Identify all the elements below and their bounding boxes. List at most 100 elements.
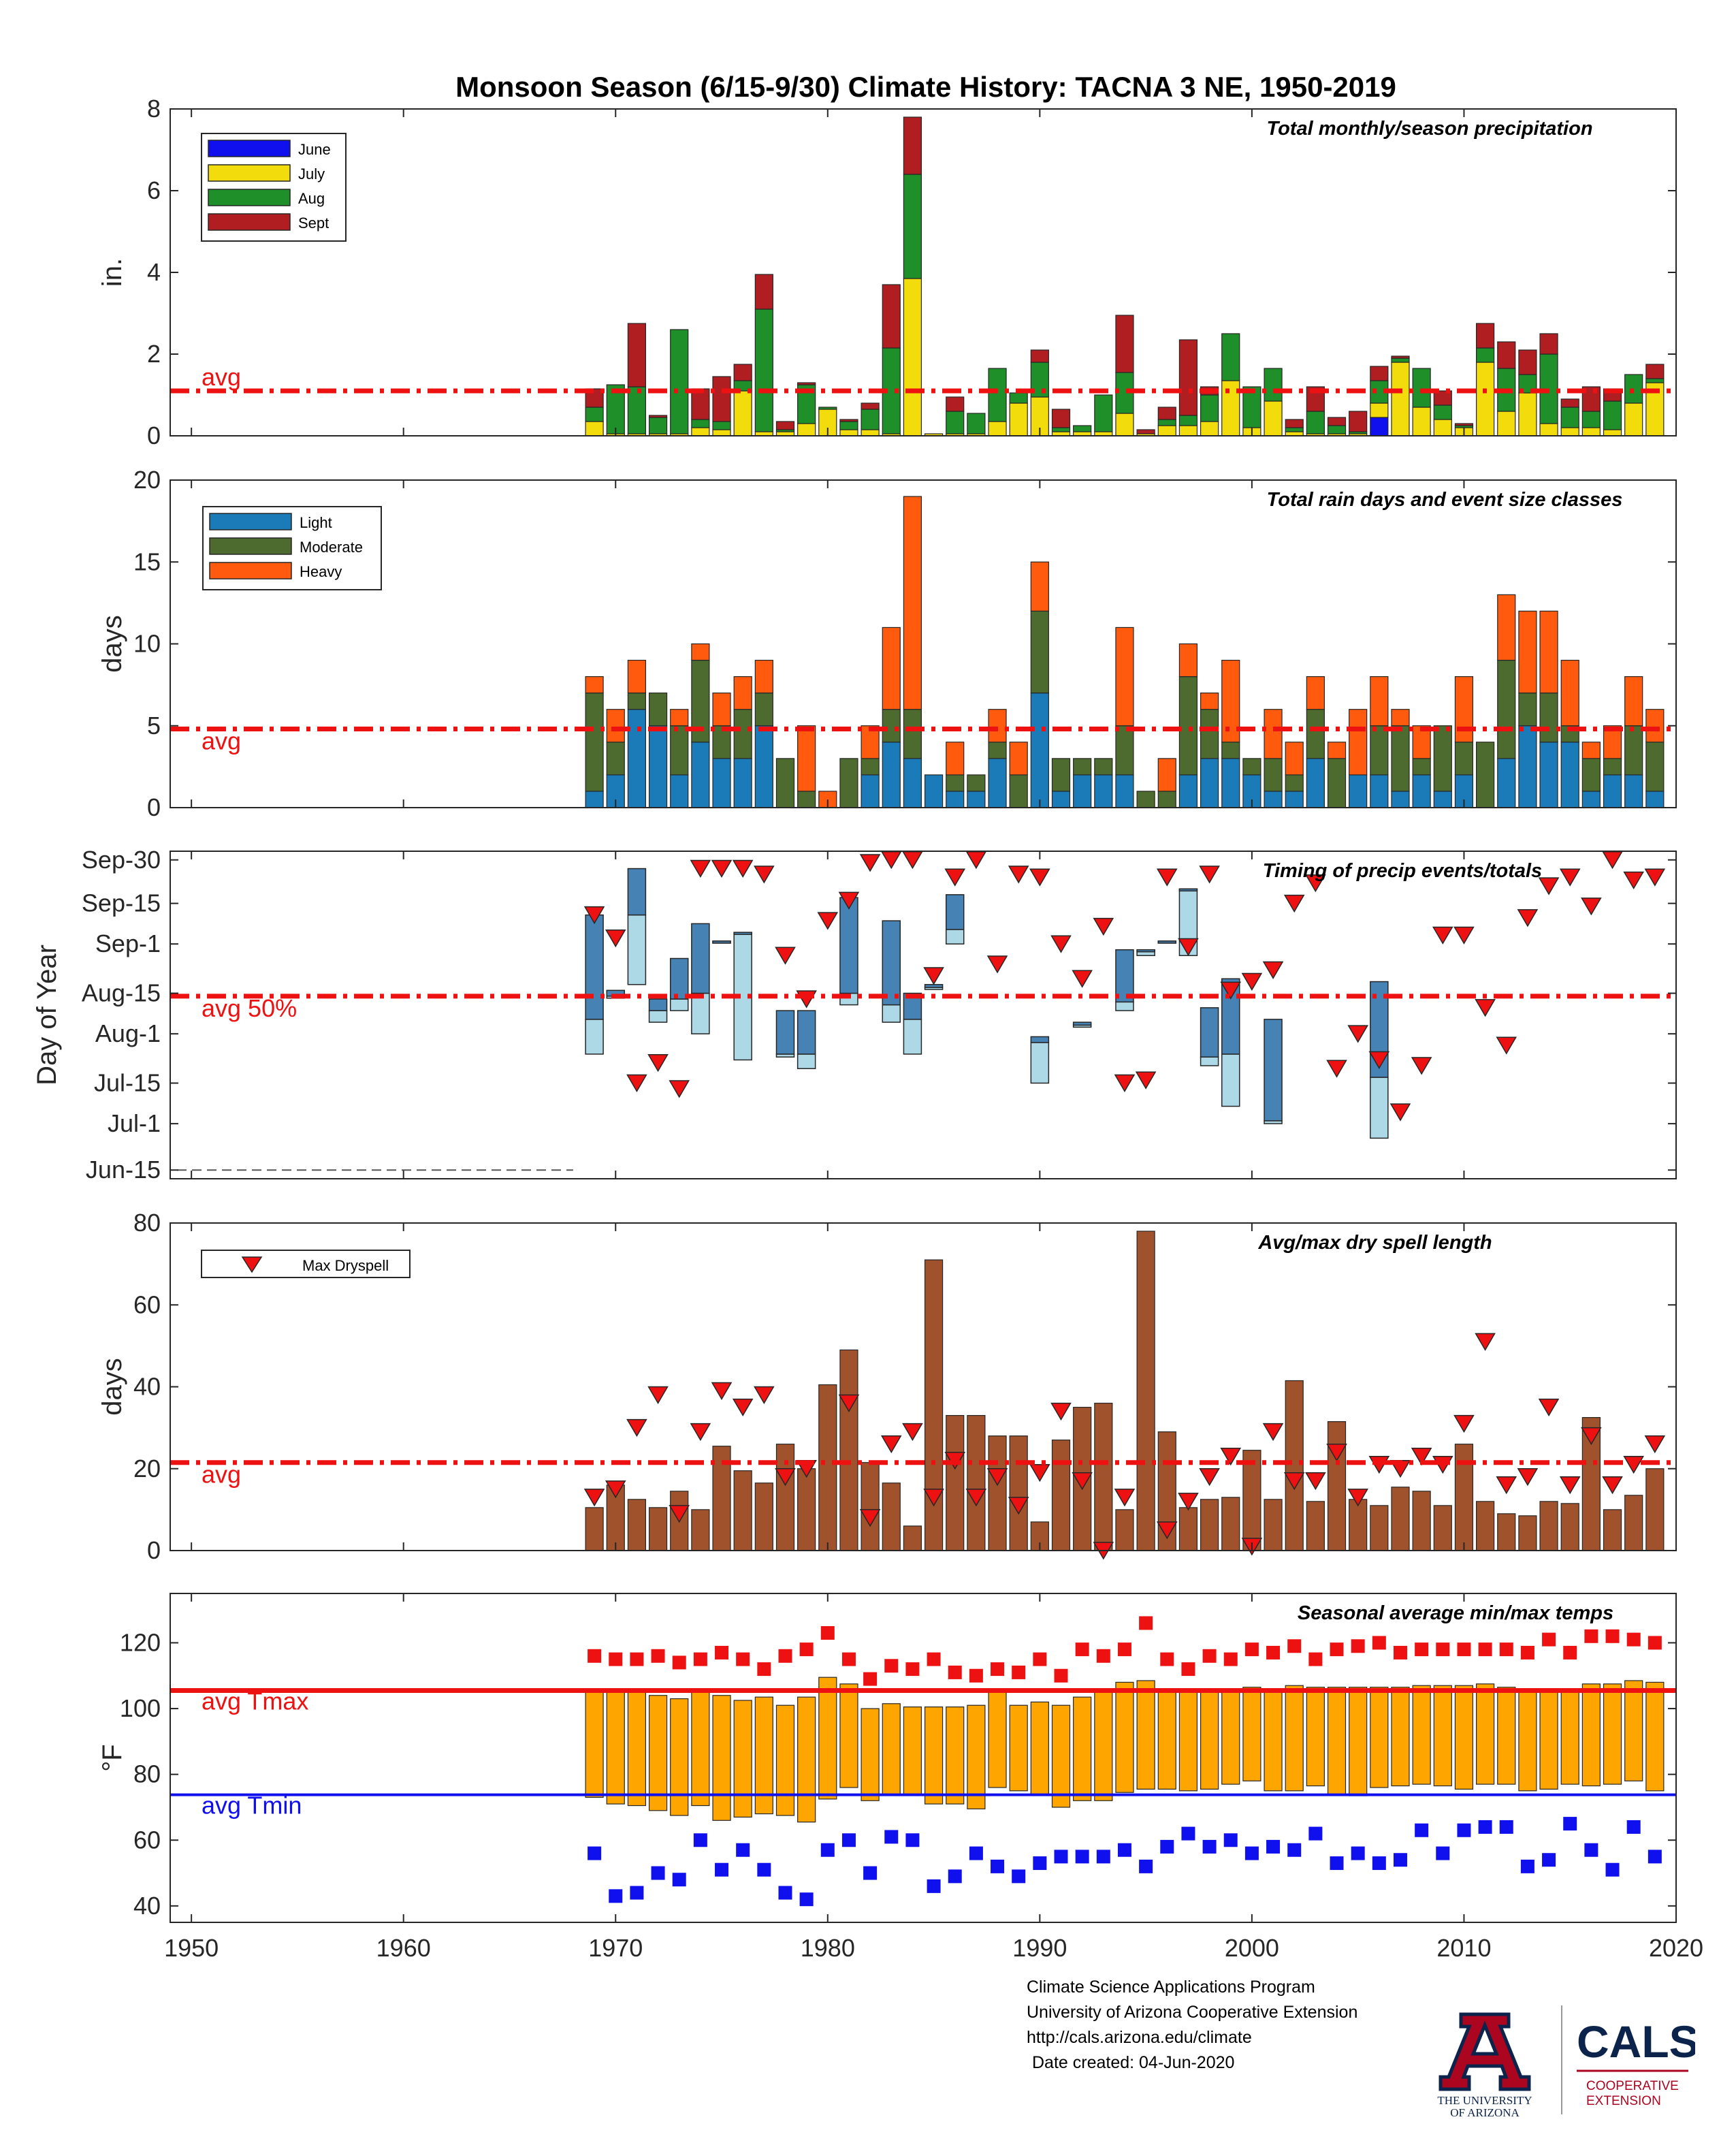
precip-bar-july (1391, 362, 1410, 436)
tmin-extreme-marker (651, 1866, 665, 1880)
raindays-bar-light (861, 774, 880, 808)
precip-bar-sept (648, 415, 668, 418)
temp-range-bar (1454, 1685, 1474, 1790)
y-axis-label: days (97, 615, 127, 673)
dryspell-bar (1454, 1444, 1474, 1551)
raindays-bar-moderate (1476, 742, 1495, 808)
legend-label: July (298, 165, 325, 182)
timing-marker (1326, 1060, 1347, 1078)
temp-range-bar (1624, 1680, 1643, 1781)
max-dryspell-marker (965, 1489, 987, 1507)
tmax-extreme-marker (609, 1652, 623, 1666)
timing-marker (1432, 926, 1453, 944)
max-dryspell-marker (1283, 1472, 1305, 1491)
precip-bar-aug (648, 417, 668, 434)
raindays-bar-heavy (585, 676, 604, 694)
raindays-bar-light (1645, 791, 1665, 808)
raindays-bar-heavy (946, 742, 965, 776)
temp-range-bar (691, 1692, 710, 1807)
raindays-bar-heavy (754, 659, 773, 694)
raindays-bar-moderate (1327, 758, 1347, 808)
raindays-bar-light (585, 791, 604, 808)
y-tick-label: 80 (133, 1209, 161, 1237)
precip-bar-sept (1178, 339, 1198, 416)
tmax-extreme-marker (693, 1652, 707, 1666)
dryspell-bar (1285, 1380, 1304, 1551)
max-dryspell-marker (1029, 1464, 1050, 1482)
tmin-extreme-marker (1647, 1850, 1662, 1864)
tmin-extreme-marker (1075, 1850, 1089, 1864)
tmax-extreme-marker (736, 1652, 750, 1666)
timing-marker (732, 859, 754, 878)
temp-range-bar (1221, 1692, 1240, 1785)
dryspell-bar (1264, 1499, 1283, 1551)
raindays-bar-heavy (1581, 742, 1601, 759)
max-dryspell-marker (583, 1489, 605, 1507)
tmin-extreme-marker (1096, 1850, 1110, 1864)
average-label: avg (202, 363, 241, 391)
timing-marker (923, 967, 944, 985)
figure-title: Monsoon Season (6/15-9/30) Climate Histo… (455, 71, 1396, 103)
timing-marker (1241, 972, 1263, 991)
timing-box-late (1178, 888, 1198, 892)
temp-range-bar (1306, 1687, 1325, 1787)
raindays-bar-heavy (1178, 643, 1198, 678)
raindays-bar-light (946, 791, 965, 808)
tmax-extreme-marker (1330, 1642, 1344, 1657)
tmax-extreme-marker (1139, 1616, 1153, 1630)
raindays-bar-heavy (627, 659, 647, 694)
raindays-bar-heavy (606, 709, 625, 743)
raindays-bar-heavy (1285, 742, 1304, 776)
tmin-extreme-marker (1139, 1859, 1153, 1873)
dryspell-bar (691, 1509, 710, 1551)
max-dryspell-marker (1559, 1476, 1581, 1495)
dryspell-bar (585, 1507, 604, 1551)
raindays-bar-moderate (648, 693, 668, 727)
timing-marker (669, 1080, 690, 1098)
max-dryspell-marker (754, 1386, 775, 1405)
timing-marker (775, 947, 796, 965)
tmax-extreme-marker (1605, 1629, 1620, 1643)
y-tick-label: 4 (147, 258, 161, 286)
precip-bar-sept (861, 402, 880, 410)
precip-bar-july (733, 390, 752, 436)
raindays-bar-light (1581, 791, 1601, 808)
tmin-extreme-marker (1415, 1823, 1429, 1837)
raindays-bar-moderate (946, 774, 965, 792)
precip-bar-july (903, 278, 922, 436)
max-dryspell-marker (1262, 1423, 1284, 1442)
max-dryspell-marker (647, 1386, 669, 1405)
raindays-bar-light (1433, 791, 1452, 808)
credits-line-url[interactable]: http://cals.arizona.edu/climate (1027, 2028, 1252, 2047)
tmax-extreme-marker (1096, 1649, 1110, 1663)
precip-bar-aug (627, 386, 647, 434)
y-axis-label: days (97, 1358, 127, 1416)
raindays-bar-moderate (1370, 725, 1389, 776)
y-axis-label: Day of Year (32, 944, 62, 1085)
dryspell-bar (1624, 1495, 1643, 1551)
temp-range-bar (1581, 1683, 1601, 1787)
tmin-extreme-marker (1372, 1856, 1386, 1871)
raindays-bar-light (1030, 693, 1049, 808)
precip-bar-sept (1560, 398, 1579, 408)
timing-marker (1262, 961, 1284, 980)
tmin-extreme-marker (1202, 1839, 1217, 1854)
raindays-bar-light (1200, 758, 1219, 808)
panels-group: avg 0 2 4 6 8 in. Total monthly/season precipit… (32, 95, 1703, 1962)
panel-subtitle: Total rain days and event size classes (1267, 489, 1623, 511)
dryspell-bar (648, 1507, 668, 1551)
x-tick-label: 1950 (164, 1934, 219, 1962)
timing-marker (1559, 868, 1581, 887)
raindays-bar-heavy (1454, 676, 1474, 743)
tmax-extreme-marker (715, 1645, 729, 1660)
timing-box-late (839, 897, 858, 994)
y-tick-label: 2 (147, 340, 161, 368)
precip-bar-july (1560, 427, 1579, 436)
dryspell-bar (775, 1444, 795, 1551)
y-tick-label: Jun-15 (86, 1156, 161, 1184)
timing-box-late (1157, 940, 1177, 944)
temp-range-bar (648, 1695, 668, 1811)
y-tick-label: 0 (147, 1536, 161, 1564)
temp-range-bar (1285, 1685, 1304, 1792)
tmin-extreme-marker (927, 1879, 941, 1893)
